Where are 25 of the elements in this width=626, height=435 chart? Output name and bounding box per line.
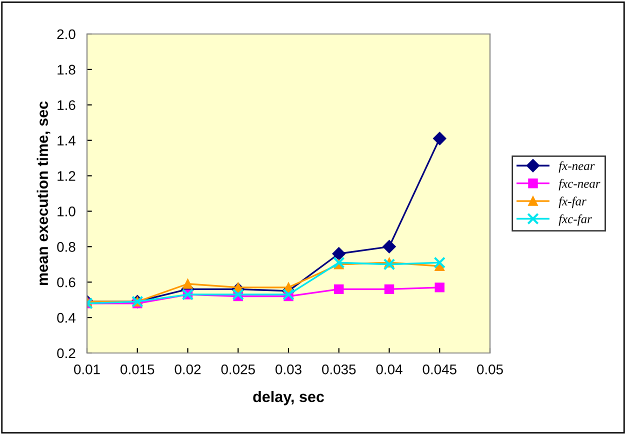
x-tick-label: 0.03 — [276, 364, 302, 374]
x-tick-label: 0.01 — [74, 364, 100, 374]
y-axis-title: mean execution time, sec — [36, 101, 50, 286]
legend-label: fx-far — [558, 196, 586, 208]
x-tick-label: 0.035 — [322, 364, 356, 374]
legend-label: fxc-near — [558, 178, 600, 190]
y-tick-label: 2.0 — [57, 29, 76, 40]
y-tick-label: 1.2 — [58, 171, 76, 181]
x-tick-label: 0.05 — [477, 364, 503, 374]
x-tick-label: 0.015 — [120, 364, 154, 374]
y-tick-label: 1.4 — [58, 136, 76, 146]
y-tick-label: 0.8 — [57, 242, 76, 252]
x-tick-label: 0.02 — [174, 364, 201, 374]
y-tick-label: 0.6 — [57, 277, 76, 288]
y-tick-label: 1.6 — [58, 100, 76, 110]
legend-label: fxc-far — [558, 214, 592, 226]
x-tick-label: 0.025 — [221, 364, 255, 374]
y-tick-label: 1.0 — [58, 206, 76, 216]
y-tick-label: 0.4 — [57, 312, 76, 323]
x-tick-label: 0.045 — [422, 364, 456, 374]
x-tick-label: 0.04 — [376, 364, 402, 374]
y-tick-label: 0.2 — [57, 348, 76, 358]
x-axis-title: delay, sec — [253, 390, 324, 406]
legend-label: fx-near — [558, 161, 595, 173]
y-tick-label: 1.8 — [58, 64, 76, 75]
